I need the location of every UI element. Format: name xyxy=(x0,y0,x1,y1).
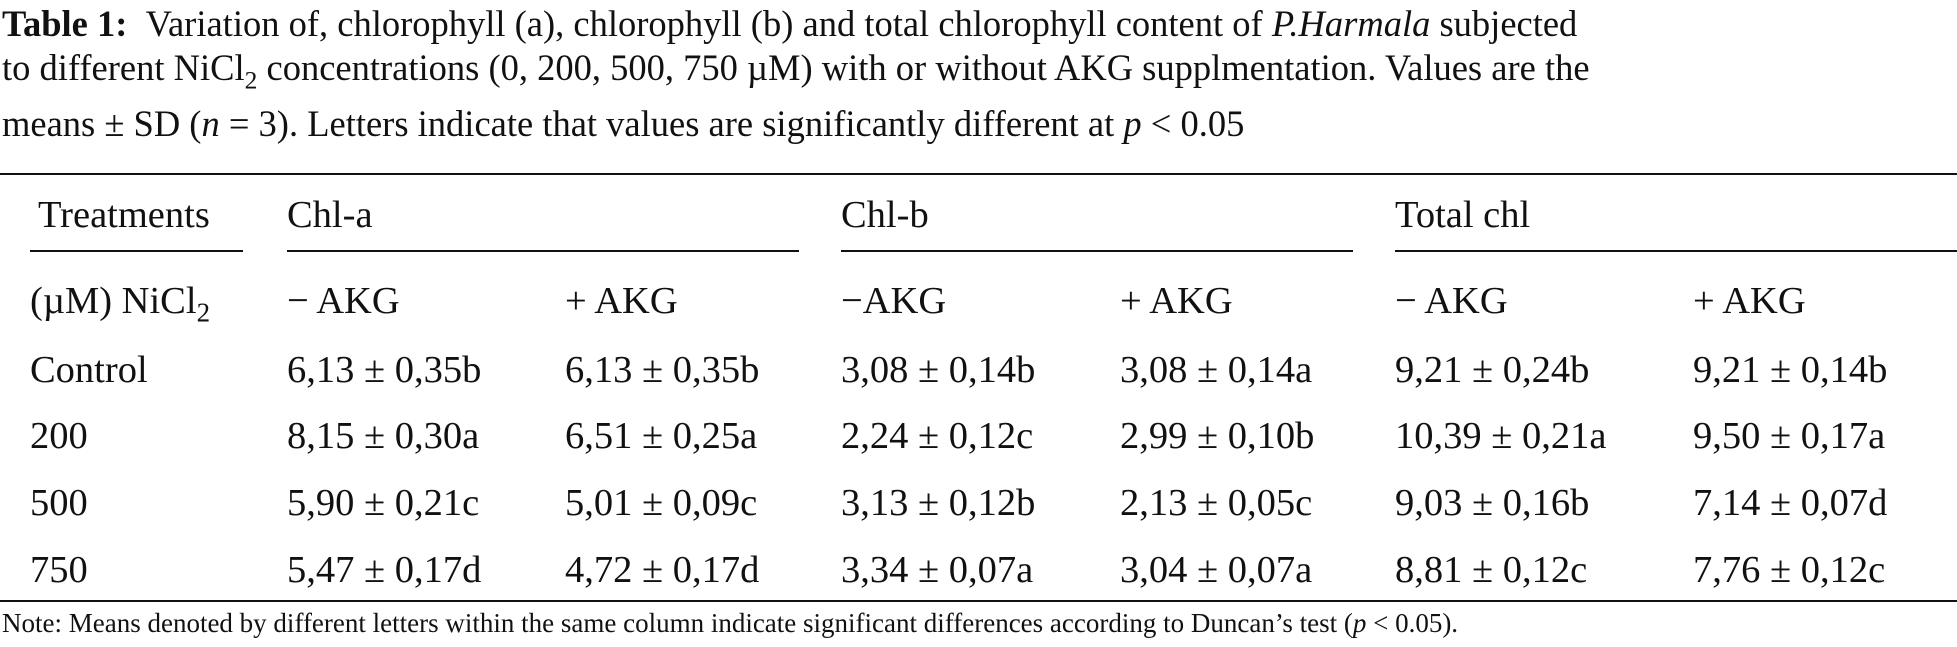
cell-value: 7,14 ± 0,07d xyxy=(1693,482,1888,524)
cell-value: 8,81 ± 0,12c xyxy=(1395,549,1588,591)
row-label: 750 xyxy=(30,549,88,591)
subcol-total-plus: + AKG xyxy=(1693,280,1806,322)
cell-value: 6,51 ± 0,25a xyxy=(565,415,758,457)
cell-value: 3,08 ± 0,14a xyxy=(1120,349,1313,391)
caption-line-2: to different NiCl2 concentrations (0, 20… xyxy=(2,47,1590,95)
table-bottom-rule xyxy=(0,600,1957,602)
cell-value: 6,13 ± 0,35b xyxy=(287,349,482,391)
cell-value: 2,99 ± 0,10b xyxy=(1120,415,1315,457)
total-chl-underline xyxy=(1395,250,1957,252)
cell-value: 2,24 ± 0,12c xyxy=(841,415,1034,457)
subcol-chl-b-plus: + AKG xyxy=(1120,280,1233,322)
header-unit: (µM) NiCl2 xyxy=(30,280,211,328)
cell-value: 3,04 ± 0,07a xyxy=(1120,549,1313,591)
chl-b-underline xyxy=(841,250,1353,252)
cell-value: 5,90 ± 0,21c xyxy=(287,482,480,524)
cell-value: 3,34 ± 0,07a xyxy=(841,549,1034,591)
cell-value: 2,13 ± 0,05c xyxy=(1120,482,1313,524)
cell-value: 6,13 ± 0,35b xyxy=(565,349,760,391)
cell-value: 5,47 ± 0,17d xyxy=(287,549,482,591)
cell-value: 10,39 ± 0,21a xyxy=(1395,415,1607,457)
chl-a-underline xyxy=(287,250,799,252)
row-label: Control xyxy=(30,349,148,391)
subcol-chl-a-minus: − AKG xyxy=(287,280,400,322)
species-name: P.Harmala xyxy=(1271,3,1431,44)
caption-line-3: means ± SD (n = 3). Letters indicate tha… xyxy=(2,103,1245,145)
cell-value: 9,50 ± 0,17a xyxy=(1693,415,1886,457)
cell-value: 3,08 ± 0,14b xyxy=(841,349,1036,391)
caption-label: Table 1: xyxy=(2,3,128,44)
header-group-chl-b: Chl-b xyxy=(841,194,929,236)
cell-value: 4,72 ± 0,17d xyxy=(565,549,760,591)
subcol-chl-b-minus: −AKG xyxy=(841,280,947,322)
cell-value: 9,21 ± 0,24b xyxy=(1395,349,1590,391)
header-group-total-chl: Total chl xyxy=(1395,194,1531,236)
caption-line-1: Table 1: Variation of, chlorophyll (a), … xyxy=(2,3,1578,44)
row-label: 500 xyxy=(30,482,88,524)
cell-value: 8,15 ± 0,30a xyxy=(287,415,480,457)
cell-value: 9,21 ± 0,14b xyxy=(1693,349,1888,391)
subcol-chl-a-plus: + AKG xyxy=(565,280,678,322)
row-label: 200 xyxy=(30,415,88,457)
cell-value: 7,76 ± 0,12c xyxy=(1693,549,1886,591)
cell-value: 5,01 ± 0,09c xyxy=(565,482,758,524)
treatments-underline xyxy=(30,250,243,252)
header-treatments: Treatments xyxy=(38,194,210,236)
header-group-chl-a: Chl-a xyxy=(287,194,373,236)
subcol-total-minus: − AKG xyxy=(1395,280,1508,322)
table-caption: Table 1: Variation of, chlorophyll (a), … xyxy=(2,2,1952,146)
cell-value: 9,03 ± 0,16b xyxy=(1395,482,1590,524)
table-top-rule xyxy=(0,173,1957,175)
table-footnote: Note: Means denoted by different letters… xyxy=(2,608,1459,638)
cell-value: 3,13 ± 0,12b xyxy=(841,482,1036,524)
